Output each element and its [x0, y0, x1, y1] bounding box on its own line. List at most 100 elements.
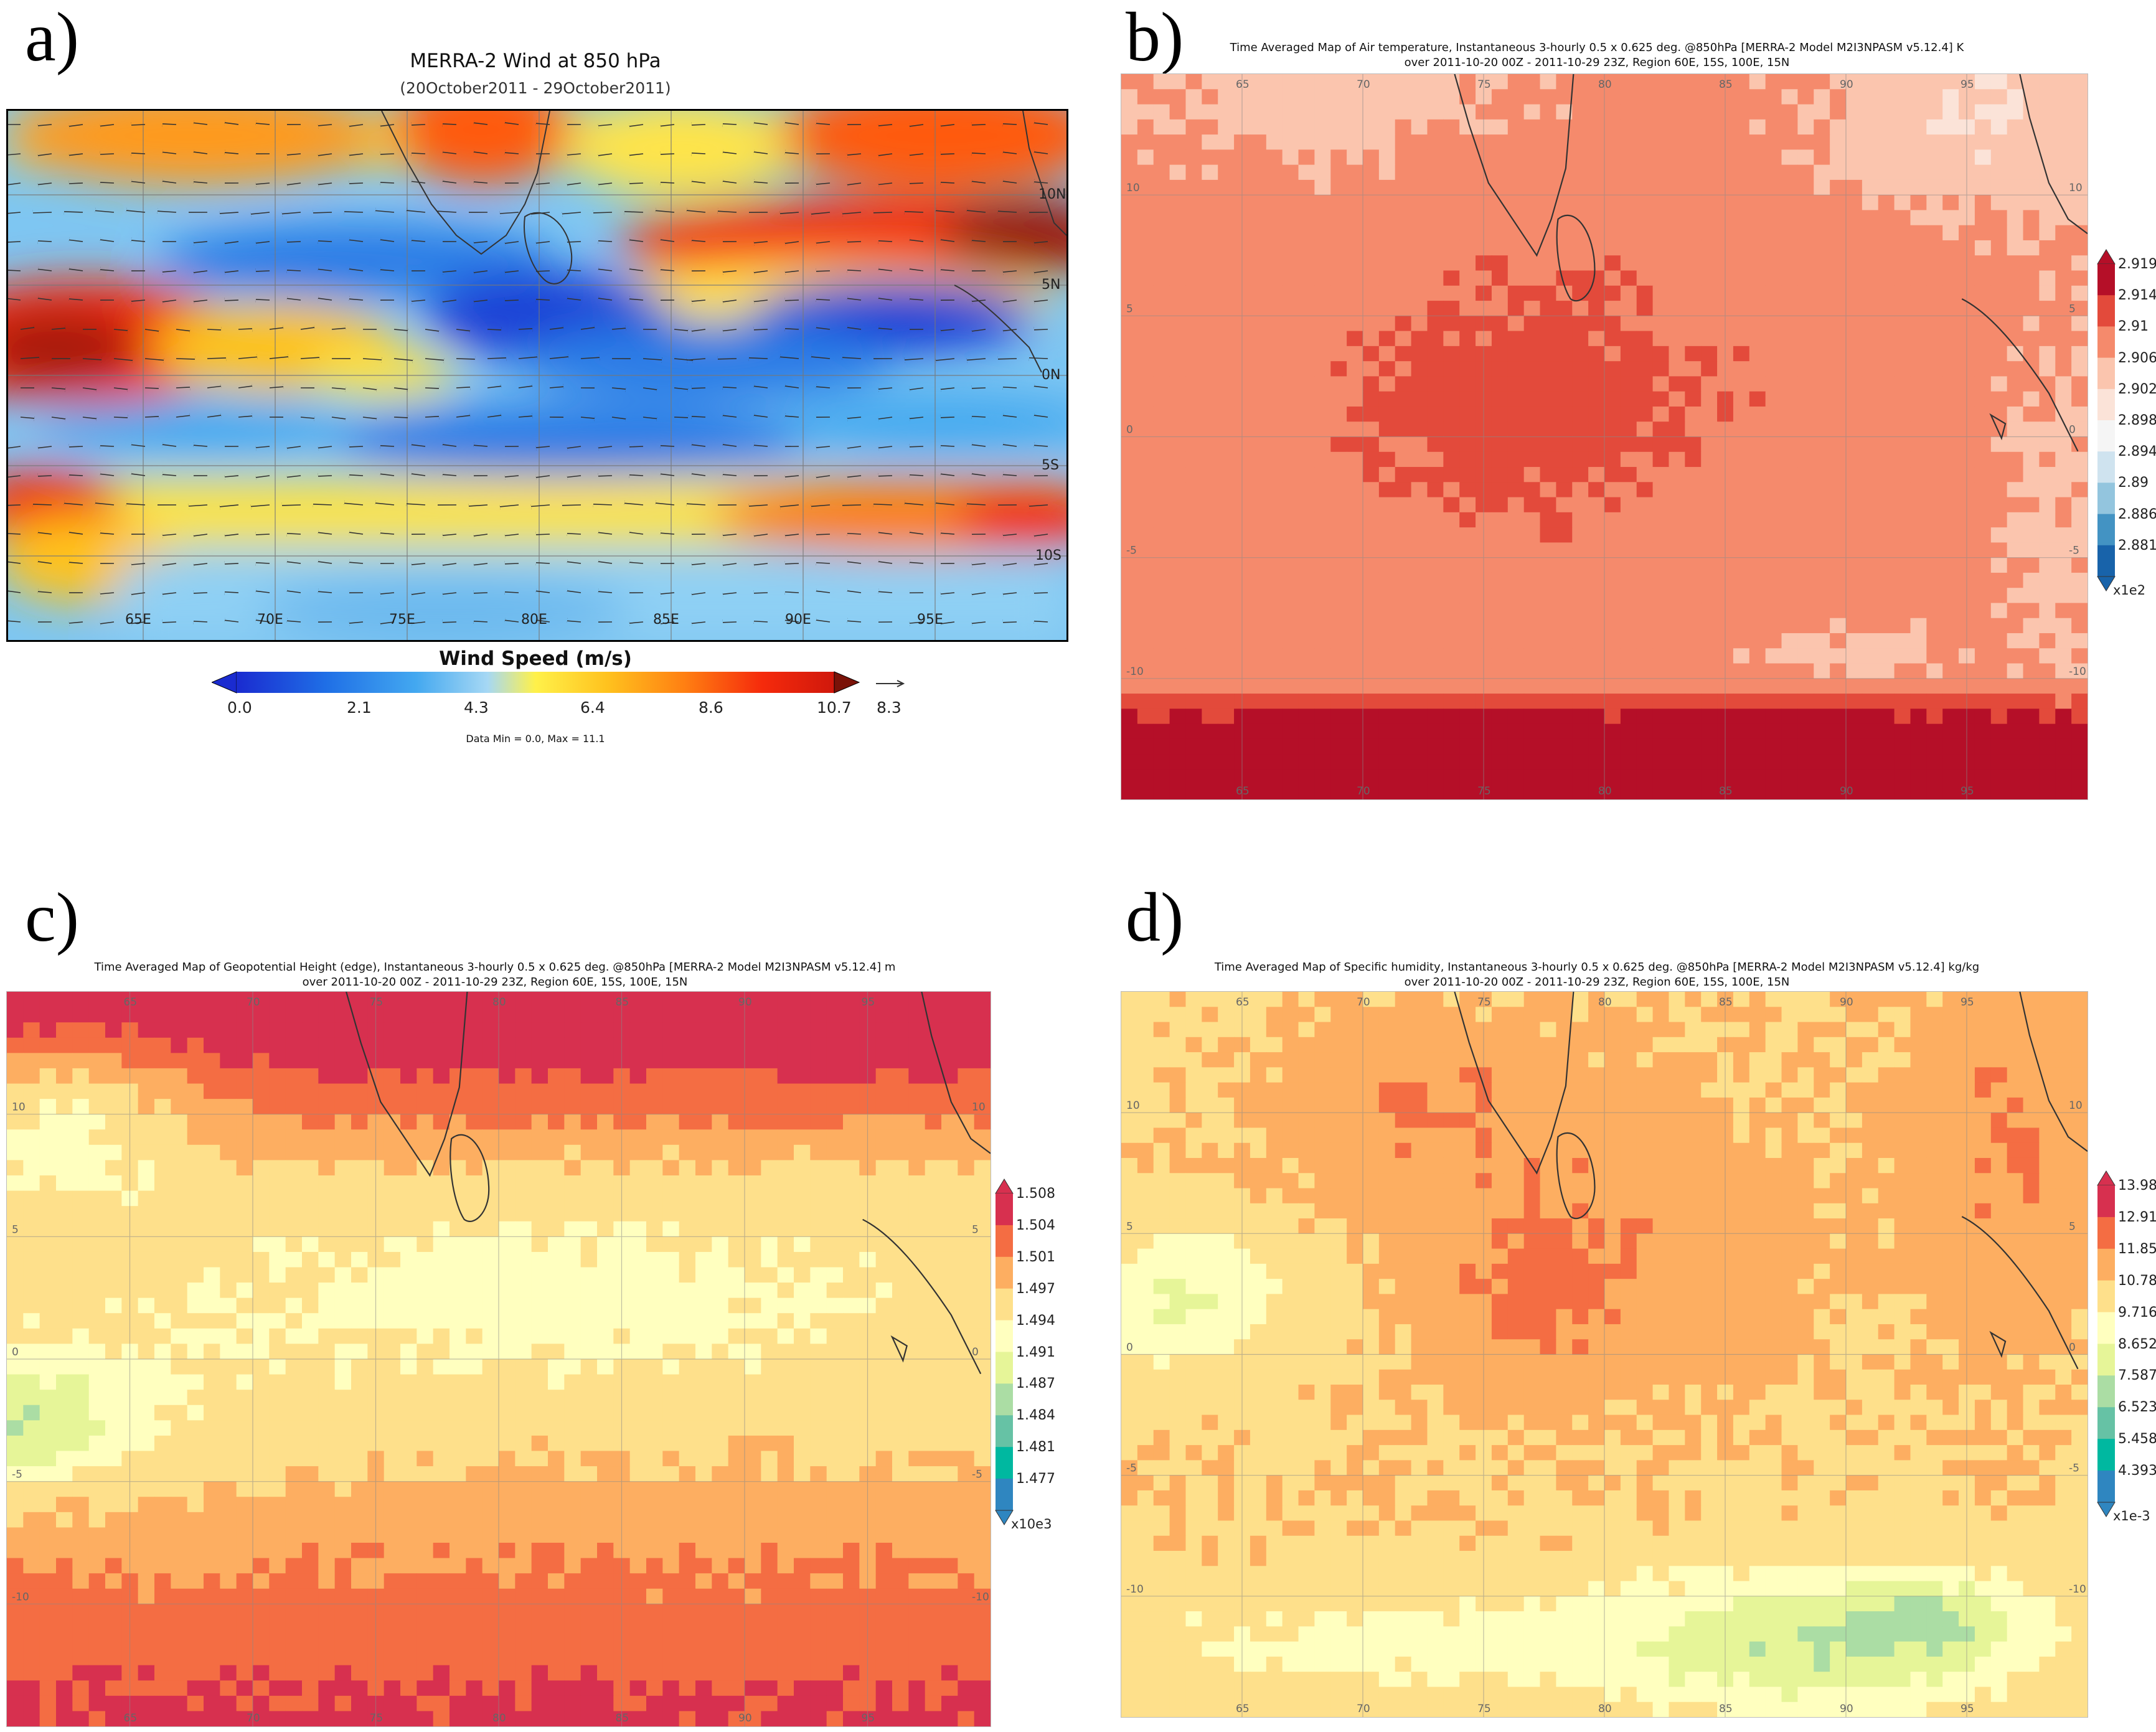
grid-cell	[269, 1037, 286, 1053]
grid-cell	[1363, 346, 1380, 362]
grid-cell	[302, 1236, 319, 1253]
grid-cell	[1202, 285, 1218, 301]
grid-cell	[204, 992, 220, 1008]
grid-cell	[2007, 648, 2024, 664]
grid-cell	[1540, 618, 1556, 634]
wind-vector	[380, 240, 395, 242]
grid-cell	[1137, 149, 1154, 166]
grid-cell	[662, 1221, 680, 1237]
wind-vector	[972, 445, 986, 446]
grid-cell	[1942, 421, 1959, 438]
grid-cell	[1266, 769, 1283, 785]
grid-cell	[1314, 633, 1331, 649]
grid-cell	[384, 1053, 401, 1069]
grid-cell	[1169, 104, 1187, 120]
wind-vector	[1034, 329, 1048, 330]
grid-cell	[1523, 119, 1541, 135]
wind-vector	[349, 475, 364, 476]
grid-cell	[204, 1129, 220, 1146]
grid-cell	[531, 1206, 548, 1222]
grid-cell	[1330, 542, 1347, 558]
panel-a-colorbar-tick: 10.7	[817, 699, 852, 717]
grid-cell	[105, 1037, 122, 1053]
grid-cell	[1862, 769, 1879, 785]
grid-cell	[1685, 588, 1702, 604]
grid-cell	[1942, 285, 1959, 301]
grid-cell	[761, 1236, 778, 1253]
grid-cell	[1749, 406, 1766, 422]
grid-cell	[1347, 240, 1363, 256]
grid-cell	[1491, 603, 1509, 619]
graticule	[1121, 74, 2088, 799]
wind-vector	[131, 474, 146, 476]
grid-cell	[1652, 588, 1670, 604]
grid-cell	[351, 1221, 368, 1237]
grid-cell	[1685, 754, 1702, 770]
grid-cell	[154, 1236, 171, 1253]
grid-cell	[2055, 723, 2072, 740]
grid-cell	[2023, 678, 2040, 694]
grid-cell	[1314, 195, 1331, 211]
grid-cell	[499, 1328, 515, 1345]
grid-cell	[548, 1114, 565, 1130]
grid-cell	[1765, 134, 1782, 150]
grid-cell	[7, 1037, 24, 1053]
grid-cell	[1814, 542, 1830, 558]
grid-cell	[1669, 376, 1685, 392]
grid-cell	[1491, 467, 1509, 482]
grid-cell	[23, 1267, 40, 1283]
wind-vector	[69, 125, 83, 126]
wind-vector	[251, 212, 270, 214]
wind-vector	[318, 241, 332, 242]
grid-cell	[941, 992, 958, 1008]
grid-cell	[318, 1328, 336, 1345]
grid-cell	[1153, 678, 1170, 694]
grid-cell	[1604, 89, 1621, 105]
grid-cell	[695, 1022, 712, 1038]
grid-cell	[285, 1267, 303, 1283]
wind-vector	[474, 271, 488, 273]
grid-cell	[1266, 195, 1283, 211]
grid-cell	[450, 992, 466, 1008]
grid-cell	[580, 1206, 598, 1222]
grid-cell	[2055, 331, 2072, 347]
wind-vector	[256, 620, 270, 622]
grid-cell	[1443, 754, 1460, 770]
grid-cell	[1137, 723, 1154, 740]
grid-cell	[1749, 270, 1766, 286]
grid-cell	[580, 1190, 598, 1207]
grid-cell	[1298, 769, 1315, 785]
grid-cell	[1797, 648, 1814, 664]
grid-cell	[1395, 179, 1412, 195]
grid-cell	[1121, 346, 1138, 362]
grid-cell	[1990, 436, 2008, 453]
wind-vector	[100, 182, 115, 183]
wind-vector	[723, 622, 737, 623]
grid-cell	[1846, 421, 1863, 438]
grid-cell	[1137, 572, 1154, 588]
grid-cell	[629, 1328, 647, 1345]
grid-cell	[1990, 784, 2008, 799]
grid-cell	[1411, 769, 1428, 785]
grid-cell	[1330, 557, 1347, 573]
grid-cell	[1797, 164, 1814, 181]
grid-cell	[548, 1283, 565, 1299]
grid-cell	[72, 1283, 90, 1299]
grid-cell	[1814, 164, 1830, 181]
grid-cell	[925, 1175, 942, 1192]
grid-cell	[1974, 240, 1992, 256]
grid-cell	[925, 1251, 942, 1268]
grid-cell	[253, 1267, 270, 1283]
grid-cell	[1556, 436, 1573, 453]
grid-cell	[318, 1083, 336, 1099]
grid-cell	[1298, 648, 1315, 664]
grid-cell	[597, 1313, 614, 1329]
grid-cell	[1701, 421, 1718, 438]
grid-cell	[2071, 738, 2088, 755]
grid-cell	[1878, 104, 1895, 120]
grid-cell	[1523, 195, 1541, 211]
grid-cell	[629, 1037, 647, 1053]
grid-cell	[2007, 210, 2024, 226]
grid-cell	[1395, 467, 1412, 482]
grid-cell	[1427, 270, 1444, 286]
